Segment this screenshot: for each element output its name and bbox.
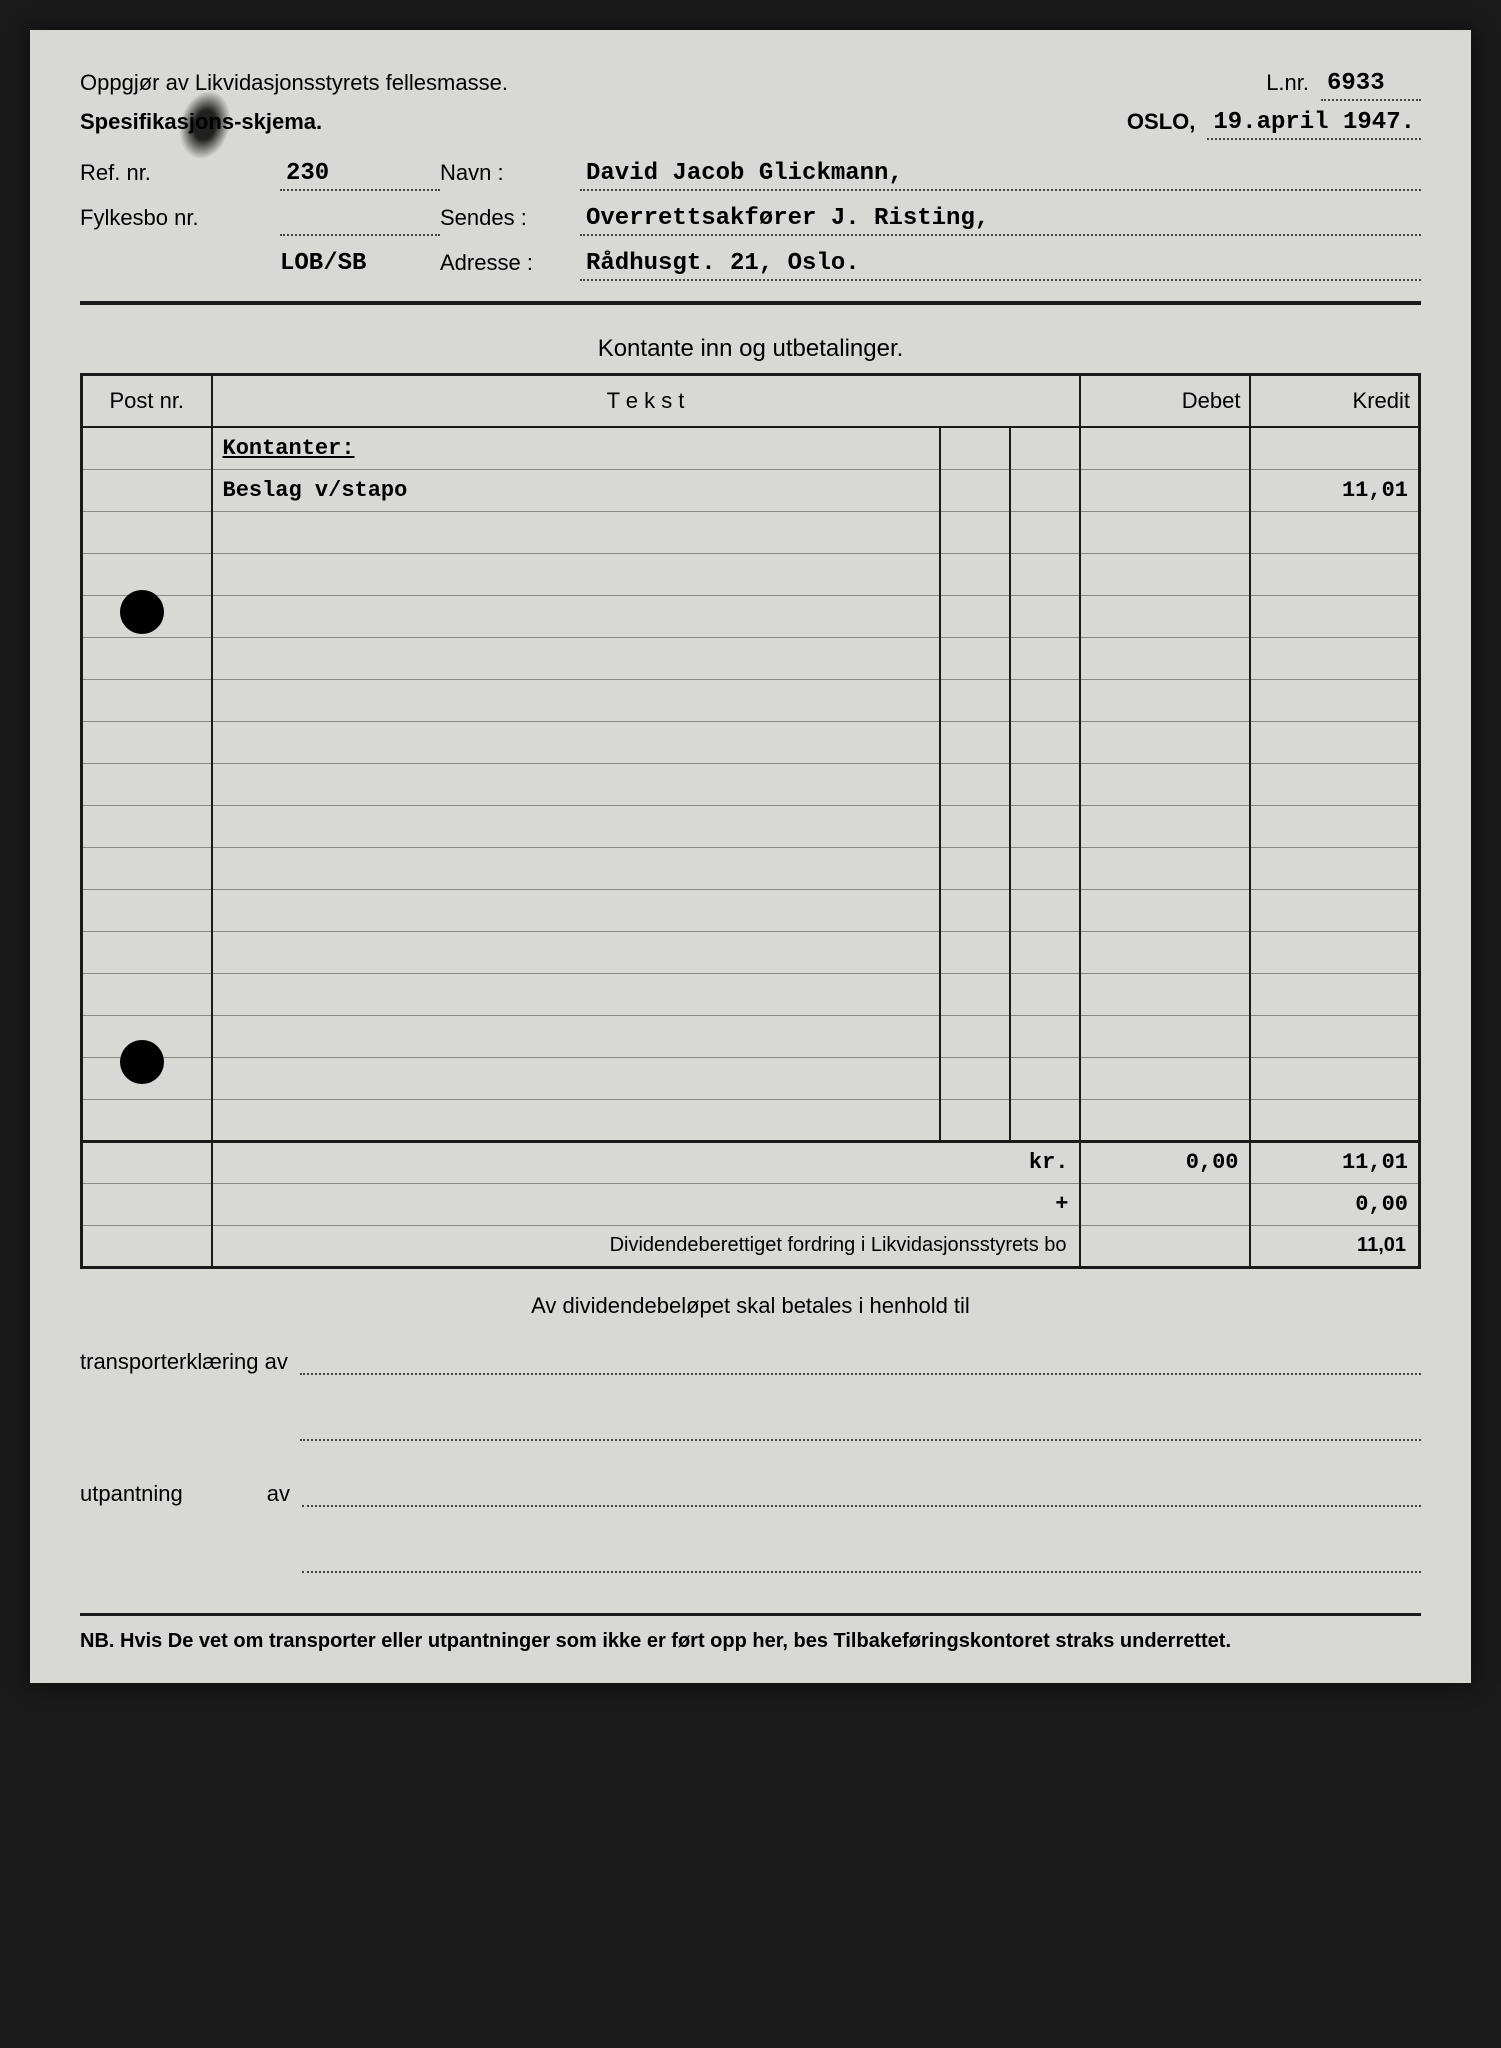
city-date: OSLO, 19.april 1947.	[1127, 109, 1421, 140]
transport-line: transporterklæring av	[80, 1349, 1421, 1375]
th-tekst: T e k s t	[212, 375, 1080, 428]
transport-line-2: transporterklæring av	[80, 1415, 1421, 1441]
adresse-label: Adresse :	[440, 250, 580, 281]
table-row: Beslag v/stapo11,01	[82, 469, 1420, 511]
utpantning-line-2: utpantning av	[80, 1547, 1421, 1573]
header-title-1: Oppgjør av Likvidasjonsstyrets fellesmas…	[80, 70, 508, 96]
ref-label: Ref. nr.	[80, 160, 280, 191]
th-post: Post nr.	[82, 375, 212, 428]
table-row	[82, 511, 1420, 553]
totals-kredit: 11,01	[1250, 1141, 1420, 1183]
fill-line	[300, 1421, 1421, 1441]
ref-value: 230	[280, 160, 440, 191]
fill-line	[302, 1553, 1421, 1573]
plus-kredit: 0,00	[1250, 1183, 1420, 1225]
header-second: Spesifikasjons-skjema. OSLO, 19.april 19…	[80, 109, 1421, 140]
th-debet: Debet	[1080, 375, 1250, 428]
adresse-value: Rådhusgt. 21, Oslo.	[580, 250, 1421, 281]
table-row	[82, 805, 1420, 847]
plus-row: + 0,00	[82, 1183, 1420, 1225]
punch-hole	[120, 590, 164, 634]
table-row	[82, 679, 1420, 721]
lnr-block: L.nr. 6933	[1266, 70, 1421, 101]
transport-label: transporterklæring av	[80, 1349, 288, 1375]
footer-center: Av dividendebeløpet skal betales i henho…	[80, 1293, 1421, 1319]
utpantning-label: utpantning	[80, 1481, 183, 1507]
city: OSLO,	[1127, 109, 1195, 140]
sendes-value: Overrettsakfører J. Risting,	[580, 205, 1421, 236]
code: LOB/SB	[280, 250, 440, 281]
dividend-label: Dividendeberettiget fordring i Likvidasj…	[212, 1225, 1080, 1267]
section-title: Kontante inn og utbetalinger.	[80, 335, 1421, 363]
th-kredit: Kredit	[1250, 375, 1420, 428]
date: 19.april 1947.	[1207, 109, 1421, 140]
table-row	[82, 1099, 1420, 1141]
plus-sign: +	[212, 1183, 1080, 1225]
table-row	[82, 553, 1420, 595]
fill-line	[302, 1487, 1421, 1507]
table-row	[82, 1057, 1420, 1099]
table-row	[82, 847, 1420, 889]
table-row	[82, 763, 1420, 805]
navn-label: Navn :	[440, 160, 580, 191]
header-top: Oppgjør av Likvidasjonsstyrets fellesmas…	[80, 70, 1421, 101]
table-row	[82, 595, 1420, 637]
fields-block: Ref. nr. 230 Navn : David Jacob Glickman…	[80, 160, 1421, 281]
table-header-row: Post nr. T e k s t Debet Kredit	[82, 375, 1420, 428]
av-label: av	[267, 1481, 290, 1507]
table-row	[82, 973, 1420, 1015]
nb-note: NB. Hvis De vet om transporter eller utp…	[80, 1613, 1421, 1653]
lnr-label: L.nr.	[1266, 70, 1309, 101]
punch-hole	[120, 1040, 164, 1084]
totals-row: kr. 0,00 11,01	[82, 1141, 1420, 1183]
sendes-label: Sendes :	[440, 205, 580, 236]
table-row	[82, 637, 1420, 679]
dividend-row: Dividendeberettiget fordring i Likvidasj…	[82, 1225, 1420, 1267]
table-row	[82, 931, 1420, 973]
totals-debet: 0,00	[1080, 1141, 1250, 1183]
table-row	[82, 889, 1420, 931]
ledger-table: Post nr. T e k s t Debet Kredit Kontante…	[80, 373, 1421, 1269]
fill-line	[300, 1355, 1421, 1375]
navn-value: David Jacob Glickmann,	[580, 160, 1421, 191]
utpantning-line: utpantning av	[80, 1481, 1421, 1507]
document-page: Oppgjør av Likvidasjonsstyrets fellesmas…	[30, 30, 1471, 1683]
table-row	[82, 1015, 1420, 1057]
lnr-value: 6933	[1321, 70, 1421, 101]
totals-label: kr.	[212, 1141, 1080, 1183]
footer: Av dividendebeløpet skal betales i henho…	[80, 1293, 1421, 1653]
dividend-value: 11,01	[1250, 1225, 1420, 1267]
divider	[80, 301, 1421, 305]
fylkesbo-label: Fylkesbo nr.	[80, 205, 280, 236]
table-row	[82, 721, 1420, 763]
table-row: Kontanter:	[82, 427, 1420, 469]
fylkesbo-value	[280, 205, 440, 236]
